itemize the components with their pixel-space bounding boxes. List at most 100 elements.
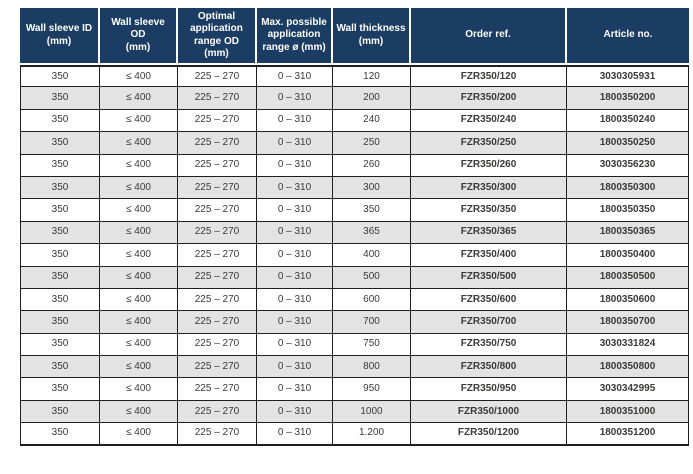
- cell-optimal-range-od: 225 – 270: [178, 356, 257, 379]
- cell-wall-thickness: 700: [333, 311, 411, 334]
- cell-max-range: 0 – 310: [257, 199, 333, 222]
- cell-optimal-range-od: 225 – 270: [178, 132, 257, 155]
- cell-optimal-range-od: 225 – 270: [178, 154, 257, 177]
- cell-wall-sleeve-od: ≤ 400: [100, 176, 178, 200]
- cell-article-no: 1800350350: [567, 199, 689, 222]
- cell-order-ref: FZR350/365: [411, 221, 567, 245]
- cell-max-range: 0 – 310: [257, 333, 333, 357]
- col-header-wall-sleeve-od: Wall sleeve OD (mm): [100, 8, 178, 65]
- cell-order-ref: FZR350/250: [411, 132, 567, 155]
- cell-max-range: 0 – 310: [257, 87, 333, 110]
- cell-order-ref: FZR350/1000: [411, 400, 567, 424]
- cell-wall-sleeve-id: 350: [20, 400, 100, 424]
- cell-article-no: 1800351200: [567, 423, 689, 446]
- cell-wall-thickness: 500: [333, 266, 411, 289]
- cell-optimal-range-od: 225 – 270: [178, 176, 257, 200]
- cell-wall-sleeve-id: 350: [20, 87, 100, 110]
- cell-wall-thickness: 200: [333, 87, 411, 110]
- cell-optimal-range-od: 225 – 270: [178, 87, 257, 110]
- table-row: 350 ≤ 400 225 – 270 0 – 310 800 FZR350/800 180…: [20, 356, 689, 379]
- cell-max-range: 0 – 310: [257, 288, 333, 312]
- cell-optimal-range-od: 225 – 270: [178, 199, 257, 222]
- cell-max-range: 0 – 310: [257, 154, 333, 177]
- cell-wall-sleeve-od: ≤ 400: [100, 87, 178, 110]
- cell-optimal-range-od: 225 – 270: [178, 109, 257, 133]
- cell-wall-sleeve-id: 350: [20, 176, 100, 200]
- cell-wall-sleeve-id: 350: [20, 109, 100, 133]
- table-row: 350 ≤ 400 225 – 270 0 – 310 240 FZR350/240 180…: [20, 109, 689, 133]
- cell-max-range: 0 – 310: [257, 356, 333, 379]
- cell-wall-thickness: 1.200: [333, 423, 411, 446]
- cell-order-ref: FZR350/950: [411, 378, 567, 401]
- cell-order-ref: FZR350/350: [411, 199, 567, 222]
- table-row: 350 ≤ 400 225 – 270 0 – 310 500 FZR350/500 180…: [20, 266, 689, 289]
- cell-optimal-range-od: 225 – 270: [178, 221, 257, 245]
- cell-wall-sleeve-id: 350: [20, 221, 100, 245]
- cell-optimal-range-od: 225 – 270: [178, 423, 257, 446]
- cell-article-no: 1800350600: [567, 288, 689, 312]
- cell-wall-sleeve-id: 350: [20, 288, 100, 312]
- col-header-wall-sleeve-id: Wall sleeve ID (mm): [20, 8, 100, 65]
- table-row: 350 ≤ 400 225 – 270 0 – 310 1.200 FZR350/1200…: [20, 423, 689, 446]
- cell-max-range: 0 – 310: [257, 109, 333, 133]
- cell-article-no: 1800350365: [567, 221, 689, 245]
- cell-wall-sleeve-id: 350: [20, 356, 100, 379]
- cell-wall-thickness: 120: [333, 65, 411, 88]
- cell-wall-sleeve-od: ≤ 400: [100, 244, 178, 267]
- cell-max-range: 0 – 310: [257, 65, 333, 88]
- table-row: 350 ≤ 400 225 – 270 0 – 310 350 FZR350/350 180…: [20, 199, 689, 222]
- cell-wall-sleeve-od: ≤ 400: [100, 266, 178, 289]
- cell-wall-sleeve-od: ≤ 400: [100, 288, 178, 312]
- table-row: 350 ≤ 400 225 – 270 0 – 310 1000 FZR350/1000 1…: [20, 400, 689, 424]
- cell-article-no: 1800350700: [567, 311, 689, 334]
- cell-wall-thickness: 240: [333, 109, 411, 133]
- cell-optimal-range-od: 225 – 270: [178, 400, 257, 424]
- cell-wall-sleeve-od: ≤ 400: [100, 423, 178, 446]
- cell-article-no: 1800350240: [567, 109, 689, 133]
- cell-wall-sleeve-od: ≤ 400: [100, 109, 178, 133]
- cell-max-range: 0 – 310: [257, 266, 333, 289]
- table-row: 350 ≤ 400 225 – 270 0 – 310 950 FZR350/950 303…: [20, 378, 689, 401]
- cell-optimal-range-od: 225 – 270: [178, 378, 257, 401]
- cell-wall-thickness: 260: [333, 154, 411, 177]
- col-header-article-no: Article no.: [567, 8, 689, 65]
- cell-article-no: 1800350500: [567, 266, 689, 289]
- table-row: 350 ≤ 400 225 – 270 0 – 310 300 FZR350/300 180…: [20, 176, 689, 200]
- table-row: 350 ≤ 400 225 – 270 0 – 310 400 FZR350/400 180…: [20, 244, 689, 267]
- cell-optimal-range-od: 225 – 270: [178, 333, 257, 357]
- table-row: 350 ≤ 400 225 – 270 0 – 310 120 FZR350/120 303…: [20, 65, 689, 88]
- cell-order-ref: FZR350/120: [411, 65, 567, 88]
- cell-optimal-range-od: 225 – 270: [178, 65, 257, 88]
- cell-article-no: 3030331824: [567, 333, 689, 357]
- cell-article-no: 1800351000: [567, 400, 689, 424]
- cell-wall-thickness: 350: [333, 199, 411, 222]
- cell-optimal-range-od: 225 – 270: [178, 244, 257, 267]
- cell-wall-sleeve-id: 350: [20, 378, 100, 401]
- cell-article-no: 3030356230: [567, 154, 689, 177]
- cell-wall-sleeve-id: 350: [20, 423, 100, 446]
- cell-max-range: 0 – 310: [257, 176, 333, 200]
- cell-article-no: 1800350200: [567, 87, 689, 110]
- cell-order-ref: FZR350/1200: [411, 423, 567, 446]
- cell-wall-thickness: 800: [333, 356, 411, 379]
- cell-max-range: 0 – 310: [257, 311, 333, 334]
- cell-wall-sleeve-id: 350: [20, 132, 100, 155]
- table-row: 350 ≤ 400 225 – 270 0 – 310 600 FZR350/600 180…: [20, 288, 689, 312]
- cell-wall-sleeve-od: ≤ 400: [100, 400, 178, 424]
- col-header-wall-thickness: Wall thickness (mm): [333, 8, 411, 65]
- table-row: 350 ≤ 400 225 – 270 0 – 310 750 FZR350/750 303…: [20, 333, 689, 357]
- col-header-optimal-range-od: Optimal application range OD (mm): [178, 8, 257, 65]
- col-header-order-ref: Order ref.: [411, 8, 567, 65]
- cell-order-ref: FZR350/700: [411, 311, 567, 334]
- cell-wall-sleeve-id: 350: [20, 333, 100, 357]
- wall-sleeve-spec-table: Wall sleeve ID (mm) Wall sleeve OD (mm) …: [20, 8, 689, 446]
- cell-wall-sleeve-id: 350: [20, 154, 100, 177]
- cell-article-no: 3030305931: [567, 65, 689, 88]
- table-row: 350 ≤ 400 225 – 270 0 – 310 365 FZR350/365 180…: [20, 221, 689, 245]
- cell-order-ref: FZR350/240: [411, 109, 567, 133]
- cell-wall-thickness: 300: [333, 176, 411, 200]
- cell-order-ref: FZR350/260: [411, 154, 567, 177]
- cell-wall-sleeve-id: 350: [20, 266, 100, 289]
- table-row: 350 ≤ 400 225 – 270 0 – 310 700 FZR350/700 180…: [20, 311, 689, 334]
